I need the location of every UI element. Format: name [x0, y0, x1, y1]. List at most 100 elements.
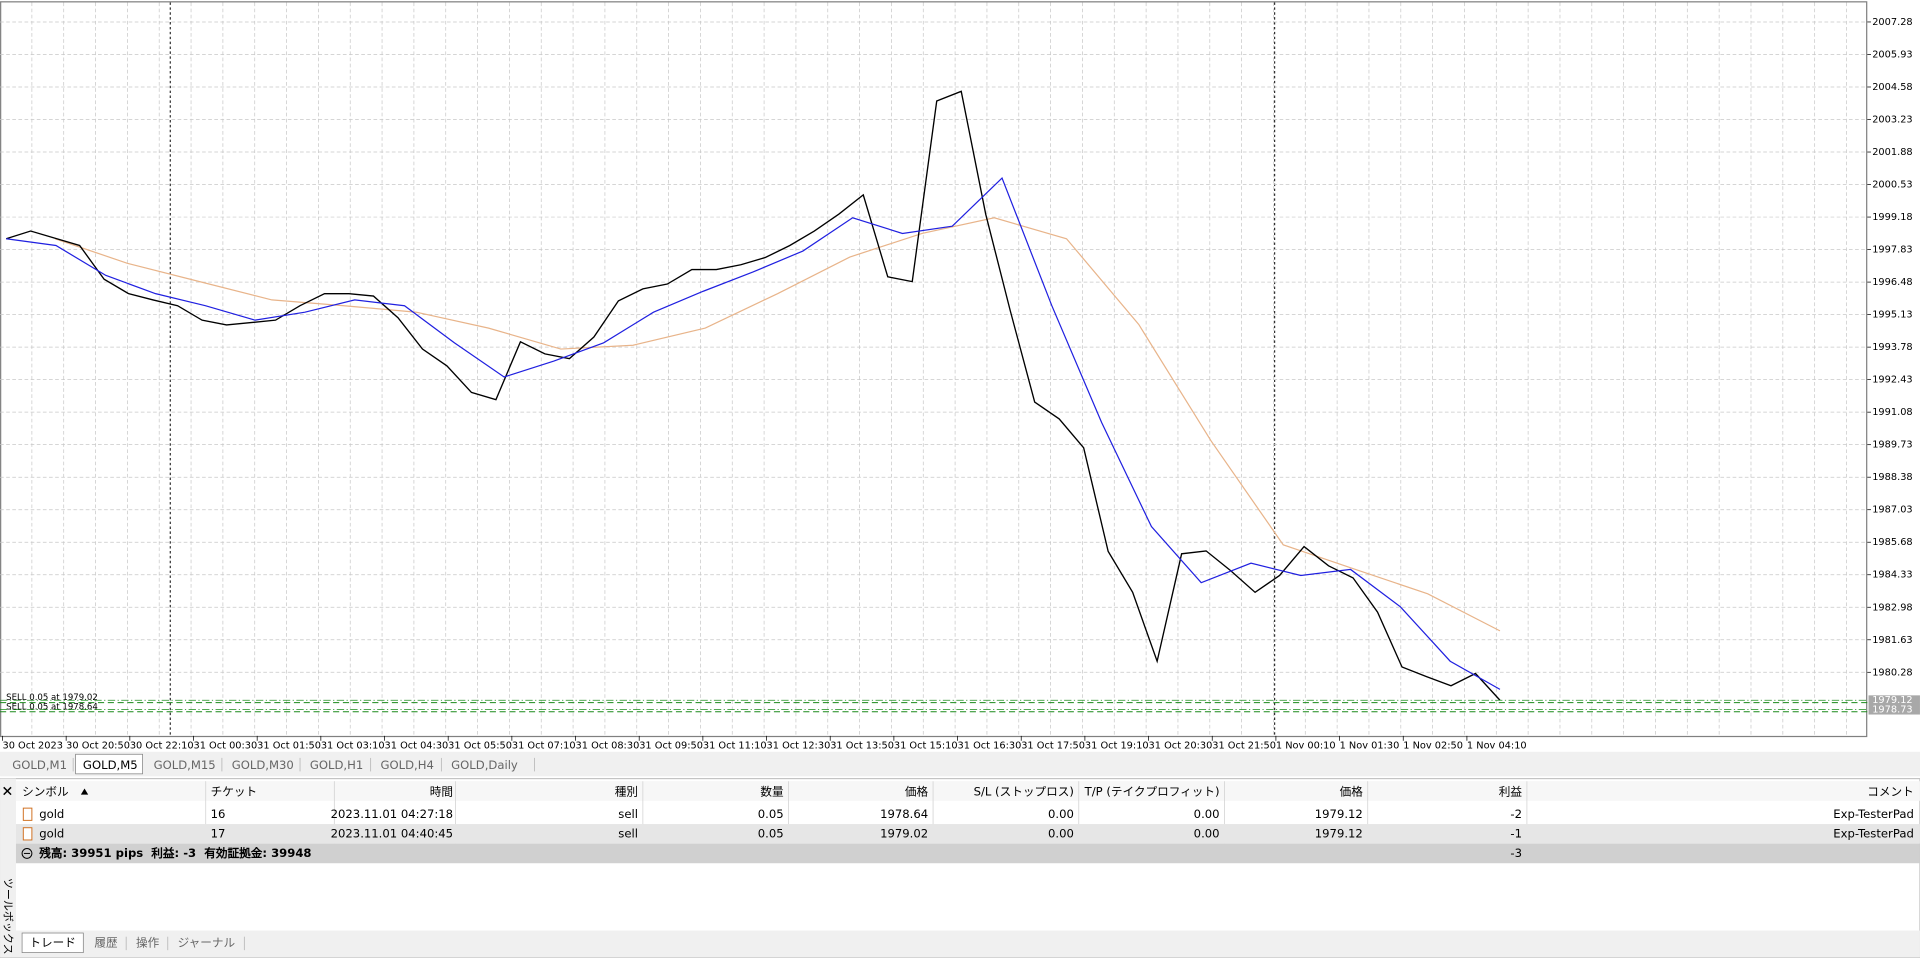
- toolbox-tab[interactable]: [128, 933, 167, 953]
- column-header[interactable]: T/P (テイクプロフィット): [1084, 785, 1220, 799]
- chart-window: 2007.28 2005.93 2004.58 2003.23 2001.88 2000.…: [0, 1, 1920, 752]
- y-tick-label: 1999.18: [1872, 212, 1912, 223]
- table-cell[interactable]: gold: [39, 826, 64, 840]
- table-cell[interactable]: 2023.11.01 04:40:45: [331, 826, 453, 840]
- price-line: [5, 90, 1501, 701]
- column-header[interactable]: 価格: [1340, 785, 1364, 799]
- toolbox-tab[interactable]: [86, 933, 125, 953]
- table-header: [15, 781, 1920, 801]
- table-cell[interactable]: 1979.02: [880, 826, 928, 840]
- chart-tab-label[interactable]: GOLD,Daily: [451, 758, 518, 772]
- x-tick-label: 1 Nov 04:10: [1467, 741, 1527, 752]
- toolbox-side: [0, 778, 16, 958]
- x-tick-label: 31 Oct 05:50: [448, 741, 512, 752]
- summary-row: [15, 843, 1920, 864]
- toolbox-tab-label[interactable]: 操作: [136, 935, 160, 949]
- toolbox-tab-label[interactable]: ジャーナル: [178, 935, 236, 949]
- y-tick-label: 1992.43: [1872, 375, 1912, 386]
- column-header[interactable]: シンボル: [22, 785, 69, 799]
- x-tick-label: 31 Oct 08:30: [576, 741, 640, 752]
- x-tick-label: 31 Oct 01:50: [257, 741, 321, 752]
- toolbox-title: ツールボックス: [1, 878, 14, 955]
- chart-tab[interactable]: [443, 754, 534, 774]
- table-cell[interactable]: 1979.12: [1315, 807, 1363, 821]
- table-cell[interactable]: 0.00: [1048, 807, 1074, 821]
- table-cell[interactable]: 0.00: [1194, 826, 1220, 840]
- table-cell[interactable]: 0.00: [1194, 807, 1220, 821]
- chart-tab[interactable]: [4, 754, 72, 774]
- column-header[interactable]: 利益: [1499, 785, 1523, 799]
- table-cell[interactable]: sell: [618, 826, 638, 840]
- y-tick-label: 1980.28: [1872, 667, 1912, 678]
- table-cell[interactable]: 17: [211, 826, 226, 840]
- chart-tab-label[interactable]: GOLD,M5: [83, 758, 138, 772]
- y-tick-label: 1997.83: [1872, 245, 1912, 256]
- order-label: SELL 0.05 at 1978.64: [6, 702, 98, 712]
- chart-tab-label[interactable]: GOLD,M1: [12, 758, 67, 772]
- chart-tab-label[interactable]: GOLD,M30: [232, 758, 294, 772]
- x-tick-label: 31 Oct 03:10: [321, 741, 385, 752]
- x-tick-label: 31 Oct 13:50: [830, 741, 894, 752]
- fast-moving-average: [6, 176, 1501, 690]
- chart-tab-label[interactable]: GOLD,M15: [154, 758, 216, 772]
- table-cell[interactable]: Exp-TesterPad: [1833, 826, 1914, 840]
- slow-moving-average: [54, 217, 1501, 632]
- column-header[interactable]: チケット: [211, 785, 258, 799]
- toolbox-tab-label[interactable]: 履歴: [94, 935, 118, 949]
- table-cell[interactable]: 0.00: [1048, 826, 1074, 840]
- x-tick-label: 31 Oct 20:30: [1149, 741, 1213, 752]
- chart-tab-label[interactable]: GOLD,H1: [310, 758, 363, 772]
- y-tick-label: 2003.23: [1872, 115, 1912, 126]
- x-tick-label: 30 Oct 20:50: [66, 741, 130, 752]
- y-tick-label: 2004.58: [1872, 82, 1912, 93]
- table-cell[interactable]: 1978.64: [880, 807, 928, 821]
- toolbox-tab[interactable]: [21, 932, 84, 953]
- y-tick-label: 1991.08: [1872, 407, 1912, 418]
- chart-tab[interactable]: [302, 754, 370, 774]
- chart-tab-label[interactable]: GOLD,H4: [380, 758, 433, 772]
- x-tick-label: 31 Oct 17:50: [1021, 741, 1085, 752]
- x-tick-label: 31 Oct 16:30: [958, 741, 1022, 752]
- chart-tab[interactable]: [373, 754, 441, 774]
- column-header[interactable]: 時間: [430, 785, 453, 799]
- table-cell[interactable]: -1: [1510, 826, 1522, 840]
- plot-frame: [0, 1, 1868, 738]
- table-cell[interactable]: -2: [1510, 807, 1522, 821]
- column-header[interactable]: コメント: [1867, 785, 1914, 799]
- column-header[interactable]: 数量: [760, 785, 784, 799]
- x-tick-label: 30 Oct 22:10: [130, 741, 194, 752]
- table-cell[interactable]: 16: [211, 807, 226, 821]
- x-tick-label: 31 Oct 19:10: [1085, 741, 1149, 752]
- table-cell[interactable]: sell: [618, 807, 638, 821]
- column-header[interactable]: S/L (ストップロス): [974, 785, 1074, 799]
- table-cell[interactable]: Exp-TesterPad: [1833, 807, 1914, 821]
- x-tick-label: 31 Oct 15:10: [894, 741, 958, 752]
- table-cell[interactable]: gold: [39, 807, 64, 821]
- x-tick-label: 31 Oct 04:30: [385, 741, 449, 752]
- sort-arrow: [80, 788, 89, 795]
- table-cell[interactable]: 0.05: [758, 826, 784, 840]
- table-cell[interactable]: 0.05: [758, 807, 784, 821]
- collapse-icon[interactable]: [21, 848, 33, 859]
- table-cell[interactable]: 2023.11.01 04:27:18: [331, 807, 453, 821]
- close-icon[interactable]: [3, 786, 12, 796]
- y-tick-label: 1995.13: [1872, 310, 1912, 321]
- x-tick-label: 31 Oct 12:30: [767, 741, 831, 752]
- y-tick-label: 1989.73: [1872, 440, 1912, 451]
- price-marker-box: [1868, 704, 1920, 715]
- column-header[interactable]: 種別: [615, 785, 638, 799]
- chart-tab[interactable]: [224, 754, 299, 774]
- y-tick-label: 1982.98: [1872, 602, 1912, 613]
- x-tick-label: 31 Oct 21:50: [1212, 741, 1276, 752]
- x-tick-label: 31 Oct 07:10: [512, 741, 576, 752]
- chart-tab[interactable]: [75, 753, 143, 775]
- toolbox-tab[interactable]: [170, 933, 244, 953]
- order-label: SELL 0.05 at 1979.02: [6, 693, 98, 703]
- chart-tab[interactable]: [146, 754, 221, 774]
- column-header[interactable]: 価格: [905, 785, 929, 799]
- y-tick-label: 1985.68: [1872, 537, 1912, 548]
- table-cell[interactable]: 1979.12: [1315, 826, 1363, 840]
- toolbox-tab-label[interactable]: トレード: [29, 935, 76, 949]
